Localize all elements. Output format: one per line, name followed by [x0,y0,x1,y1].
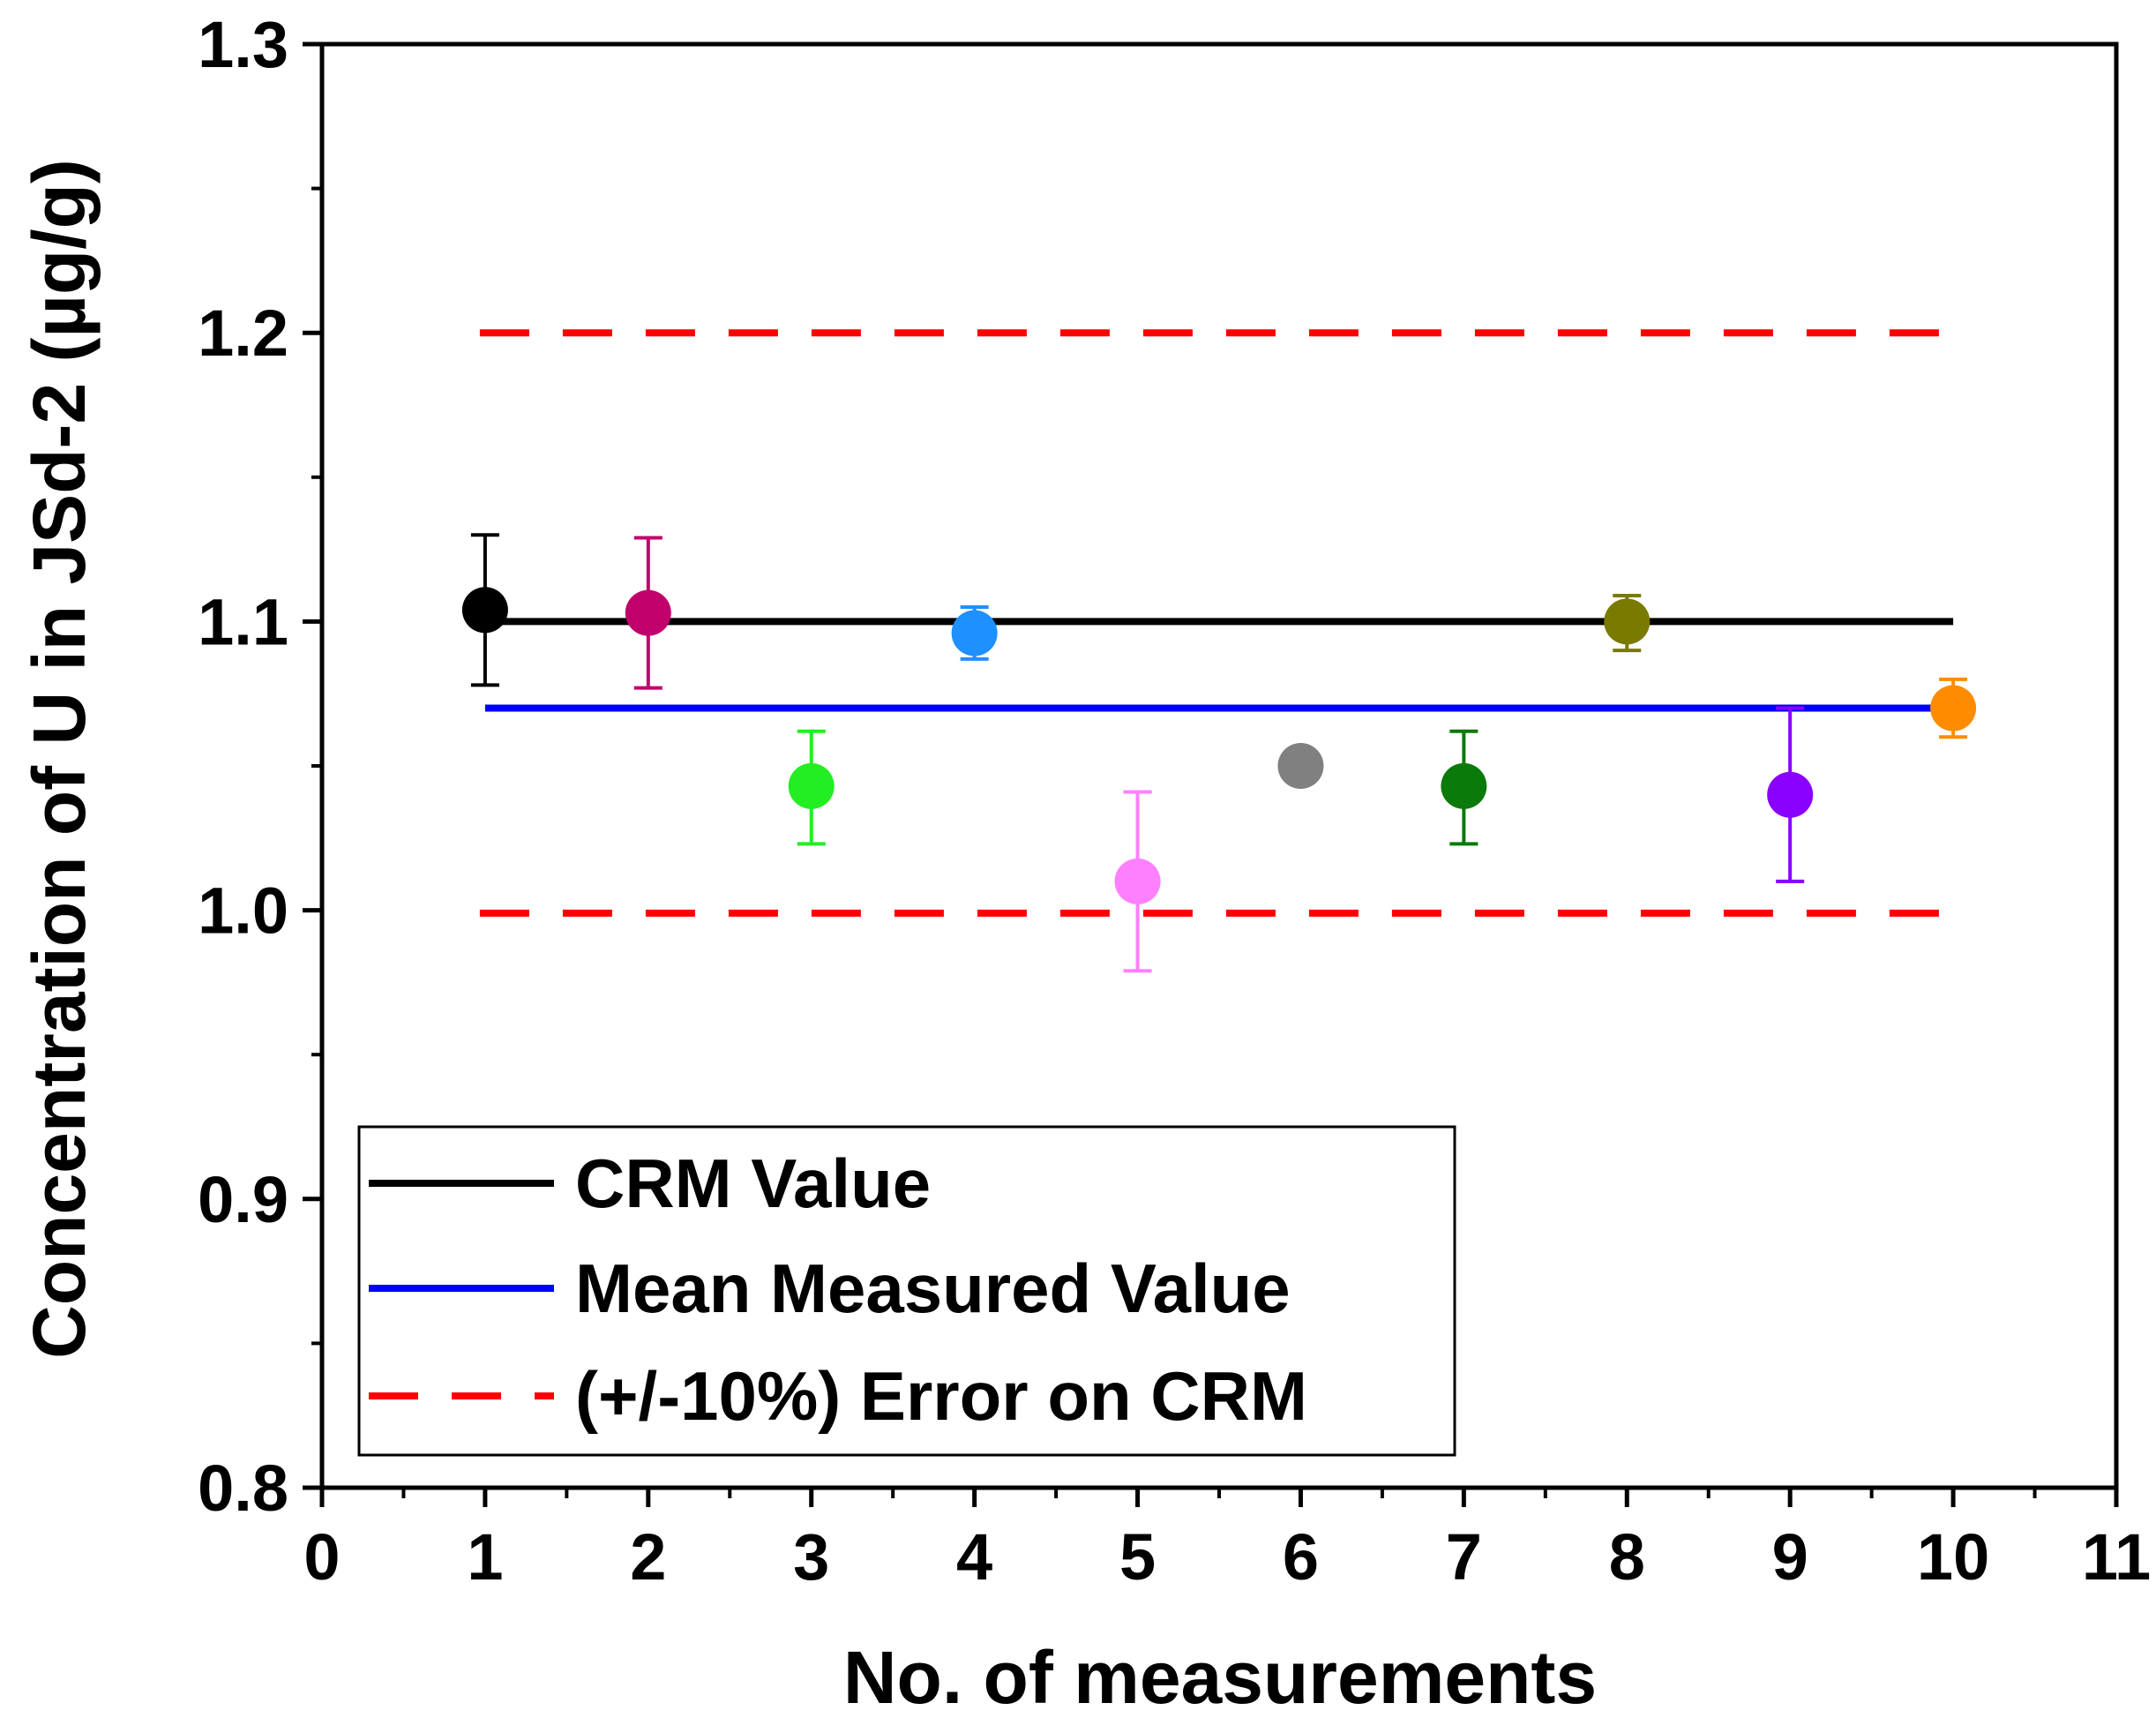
x-tick-label: 4 [956,1520,992,1594]
x-tick-label: 8 [1609,1520,1645,1594]
x-tick-label: 0 [303,1520,340,1594]
y-tick-label: 0.9 [198,1163,288,1236]
x-tick-label: 3 [793,1520,829,1594]
data-point [1441,762,1487,809]
x-axis-ticks: 0 1 2 3 4 5 6 7 8 9 10 11 [303,1488,2151,1594]
data-point [625,589,671,636]
data-point [1767,771,1814,818]
reference-lines [479,329,1954,917]
data-point [1930,685,1977,731]
data-point [1604,598,1651,645]
x-tick-label: 1 [467,1520,503,1594]
legend: CRM Value Mean Measured Value (+/-10%) E… [357,1125,1456,1457]
y-tick-label: 1.0 [198,874,288,948]
data-point [461,587,508,634]
data-point [1114,858,1161,904]
x-tick-label: 2 [630,1520,666,1594]
x-axis-label: No. of measurements [843,1636,1597,1719]
legend-label-crm: CRM Value [575,1144,931,1222]
x-tick-label: 11 [2082,1520,2151,1594]
x-tick-label: 7 [1446,1520,1482,1594]
legend-label-error: (+/-10%) Error on CRM [575,1357,1307,1435]
data-points [461,533,1977,973]
x-tick-label: 10 [1917,1520,1989,1594]
x-tick-label: 6 [1283,1520,1319,1594]
legend-label-mean: Mean Measured Value [575,1249,1291,1327]
y-axis-ticks: 0.8 0.9 1.0 1.1 1.2 1.3 [198,8,322,1525]
y-tick-label: 1.1 [198,585,288,658]
data-point [951,610,998,656]
y-tick-label: 0.8 [198,1452,288,1525]
x-tick-label: 5 [1119,1520,1156,1594]
y-tick-label: 1.3 [198,8,288,81]
y-axis-label: Concentration of U in JSd-2 (µg/g) [18,159,101,1359]
data-point [788,762,835,809]
y-tick-label: 1.2 [198,296,288,370]
data-point [1277,743,1324,789]
x-tick-label: 9 [1772,1520,1808,1594]
